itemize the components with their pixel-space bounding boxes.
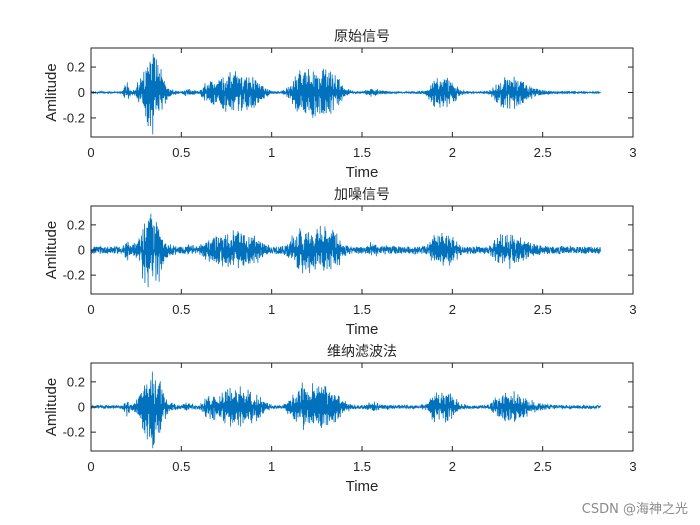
y-tick-label: 0 bbox=[78, 400, 85, 415]
x-tick-label: 0.5 bbox=[172, 459, 190, 474]
y-tick-label: 0 bbox=[78, 85, 85, 100]
x-axis-label: Time bbox=[346, 164, 379, 181]
x-tick-label: 2.5 bbox=[534, 459, 552, 474]
x-tick-label: 1.5 bbox=[353, 459, 371, 474]
x-tick-label: 2 bbox=[449, 145, 456, 160]
x-tick-label: 2 bbox=[449, 302, 456, 317]
chart-panel-2: 0 0.5 1 1.5 2 2.5 3 -0.2 0 0.2 加噪信号 Time Amlitude bbox=[43, 187, 637, 338]
x-tick-label: 1.5 bbox=[353, 145, 371, 160]
y-axis-label: Amlitude bbox=[43, 378, 60, 436]
series-line bbox=[91, 371, 601, 449]
y-tick-label: -0.2 bbox=[63, 425, 85, 440]
series-line bbox=[91, 213, 601, 288]
watermark: CSDN @海神之光 bbox=[581, 502, 688, 517]
x-tick-label: 1 bbox=[268, 302, 275, 317]
x-tick-label: 0 bbox=[87, 459, 94, 474]
x-axis-label: Time bbox=[346, 321, 379, 338]
x-axis-label: Time bbox=[346, 478, 379, 495]
y-tick-label: 0.2 bbox=[67, 374, 85, 389]
series-line bbox=[91, 53, 601, 135]
y-tick-label: 0 bbox=[78, 243, 85, 258]
x-tick-label: 1.5 bbox=[353, 302, 371, 317]
x-tick-label: 2.5 bbox=[534, 145, 552, 160]
x-tick-label: 2.5 bbox=[534, 302, 552, 317]
x-tick-label: 2 bbox=[449, 459, 456, 474]
x-tick-label: 0 bbox=[87, 302, 94, 317]
chart-panel-3: 0 0.5 1 1.5 2 2.5 3 -0.2 0 0.2 维纳滤波法 Time Amlitude bbox=[43, 344, 637, 495]
x-tick-label: 0.5 bbox=[172, 302, 190, 317]
y-tick-label: 0.2 bbox=[67, 60, 85, 75]
chart-title: 原始信号 bbox=[334, 29, 390, 45]
chart-panel-1: 0 0.5 1 1.5 2 2.5 3 -0.2 0 0.2 原始信号 Time Amlitude bbox=[43, 29, 637, 181]
chart-title: 加噪信号 bbox=[334, 187, 390, 203]
x-tick-label: 3 bbox=[629, 145, 636, 160]
y-tick-label: 0.2 bbox=[67, 217, 85, 232]
y-tick-label: -0.2 bbox=[63, 268, 85, 283]
chart-title: 维纳滤波法 bbox=[327, 344, 397, 360]
x-tick-label: 0 bbox=[87, 145, 94, 160]
x-tick-label: 1 bbox=[268, 145, 275, 160]
y-axis-label: Amlitude bbox=[43, 221, 60, 279]
x-tick-label: 3 bbox=[629, 302, 636, 317]
y-axis-label: Amlitude bbox=[43, 63, 60, 121]
x-tick-label: 0.5 bbox=[172, 145, 190, 160]
y-tick-label: -0.2 bbox=[63, 110, 85, 125]
x-tick-label: 1 bbox=[268, 459, 275, 474]
x-tick-label: 3 bbox=[629, 459, 636, 474]
